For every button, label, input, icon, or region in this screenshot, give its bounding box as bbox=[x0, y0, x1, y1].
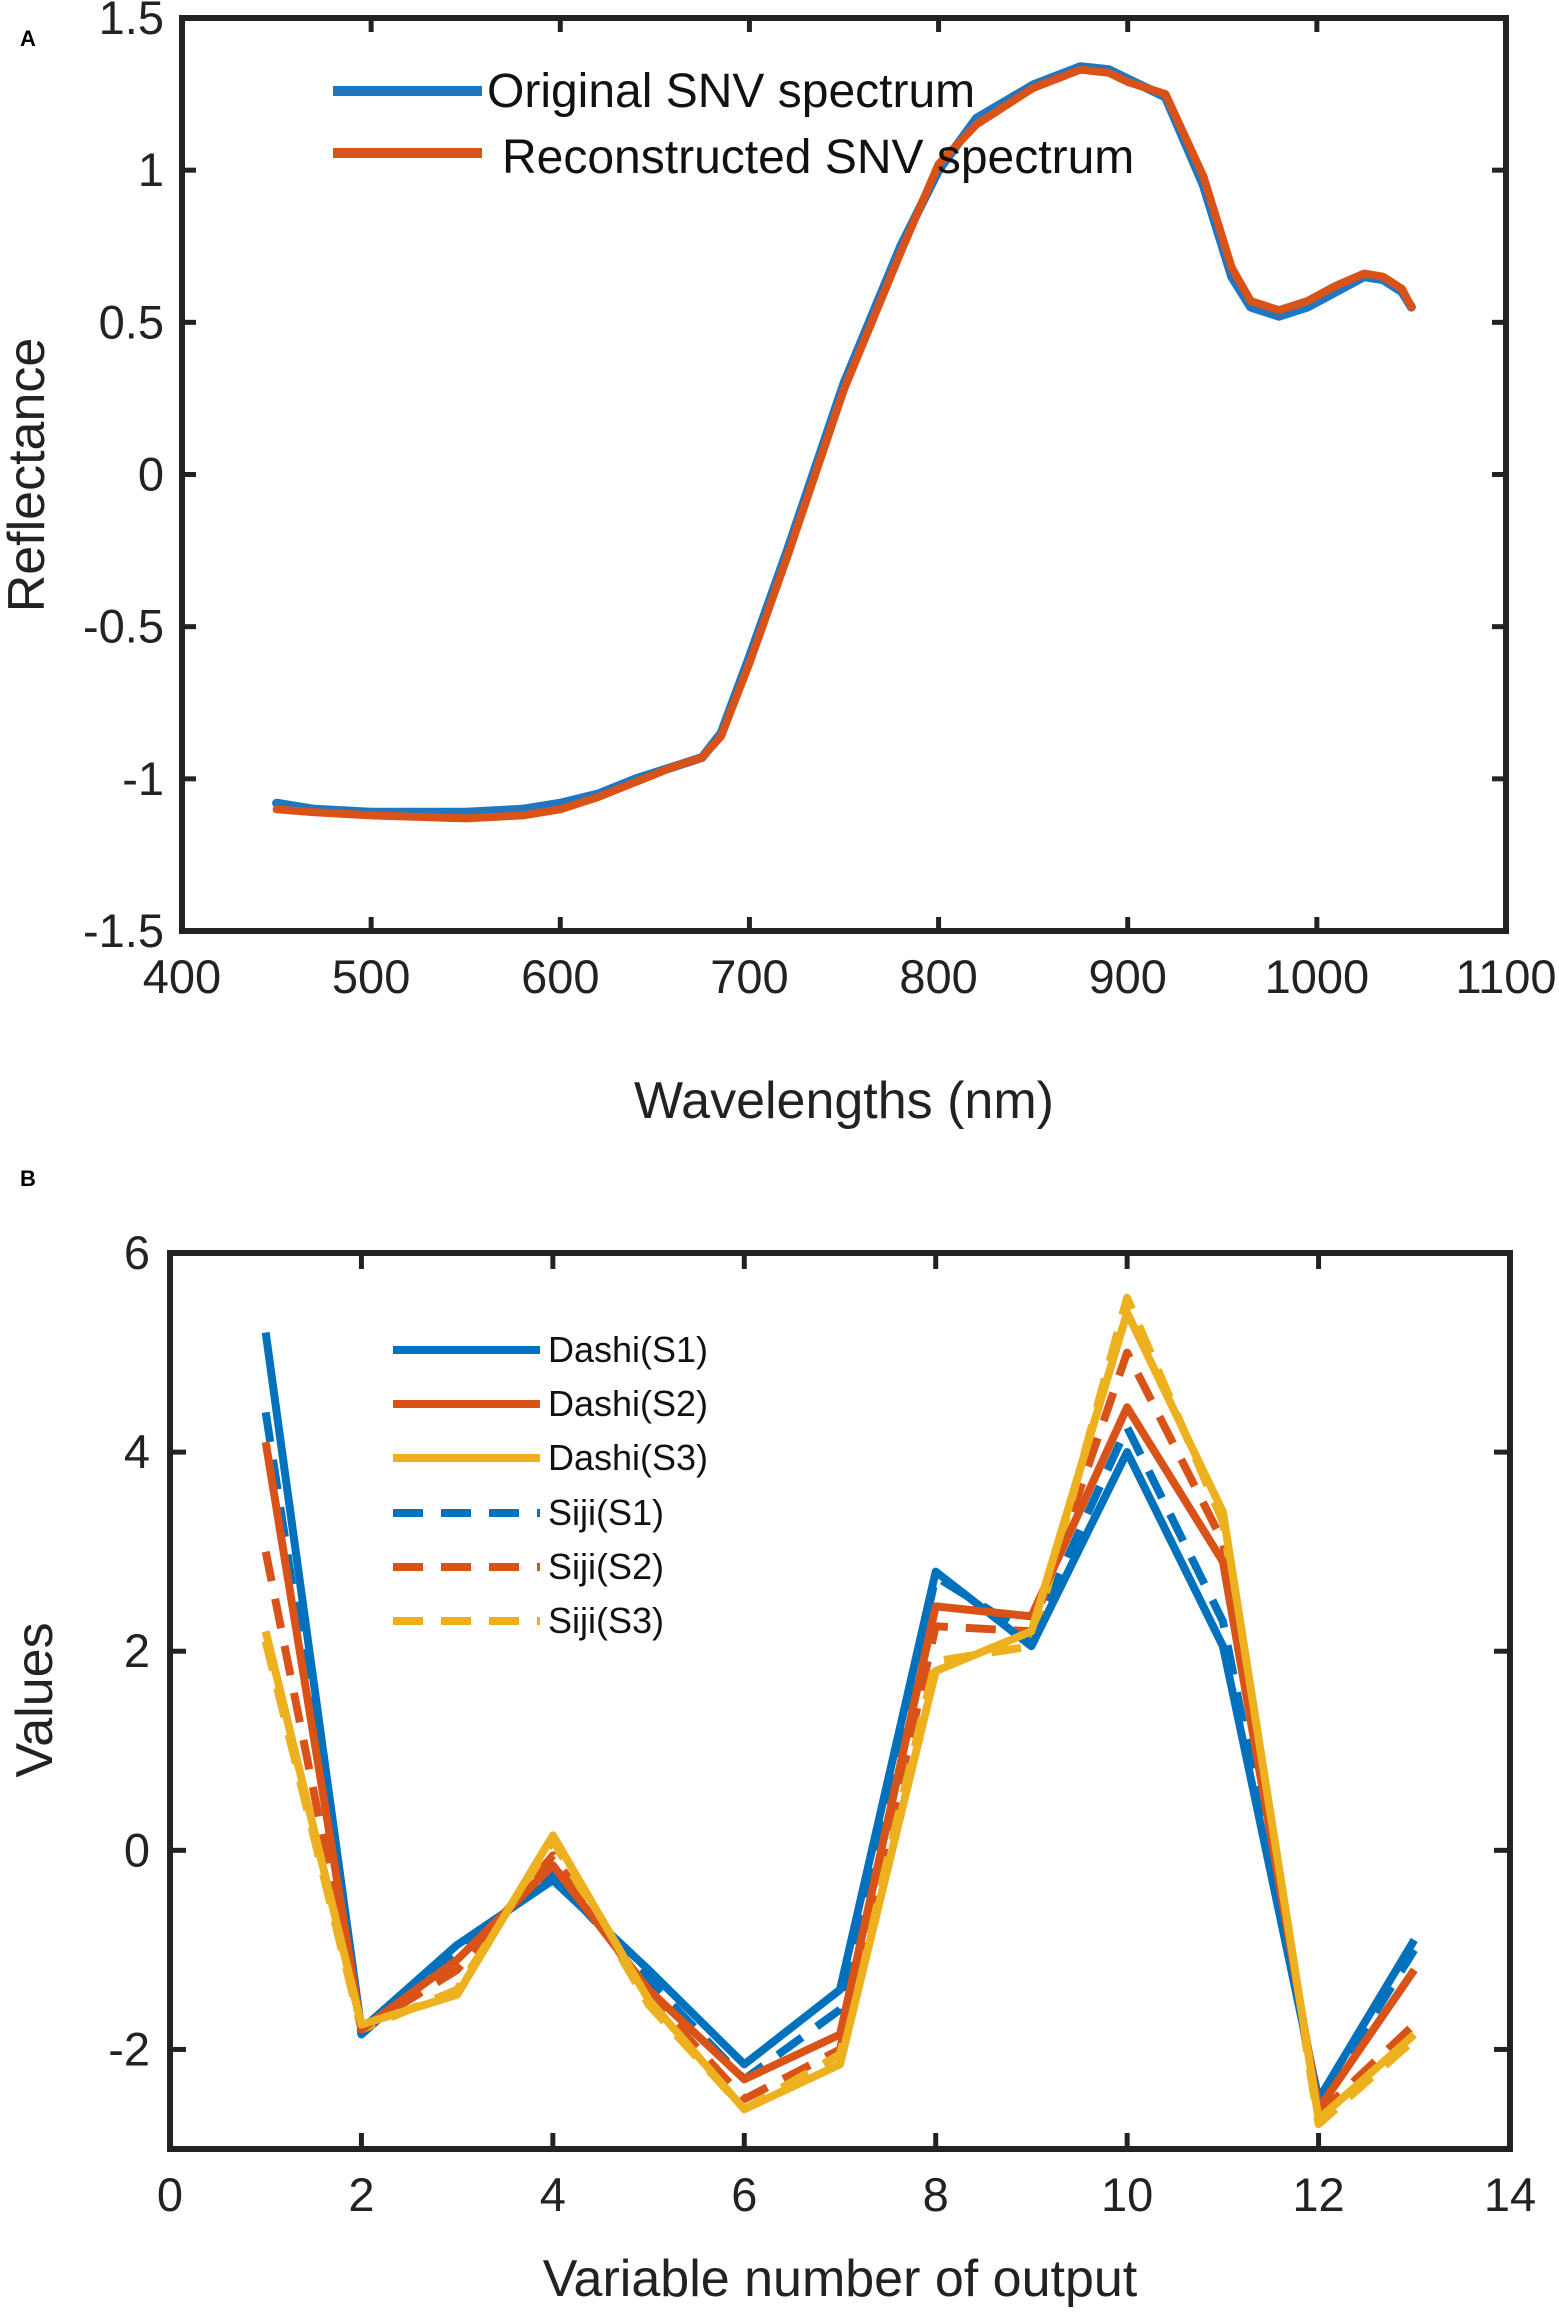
y-tick-label: 4 bbox=[124, 1425, 150, 1478]
x-tick-label: 1000 bbox=[1265, 950, 1370, 1003]
panel-a-ylabel: Reflectance bbox=[0, 338, 56, 613]
panel-b: B 0 2 4 6 8 10 12 14 6 4 2 0 -2 Variable number of o… bbox=[6, 1166, 1536, 2308]
y-tick-label: -0.5 bbox=[83, 600, 164, 653]
legend-label-dashi-s3: Dashi(S3) bbox=[548, 1437, 708, 1478]
panel-a-xlabel: Wavelengths (nm) bbox=[634, 1072, 1054, 1130]
y-tick-label: 6 bbox=[124, 1226, 150, 1279]
y-tick-label: 0 bbox=[138, 448, 164, 501]
x-tick-label: 6 bbox=[731, 2168, 757, 2221]
legend-label-dashi-s1: Dashi(S1) bbox=[548, 1329, 708, 1370]
panel-a-tick-labels: 400 500 600 700 800 900 1000 1100 1.5 1 0.5 0 -0.5 -1… bbox=[83, 0, 1557, 1003]
x-tick-label: 4 bbox=[540, 2168, 566, 2221]
y-tick-label: -2 bbox=[108, 2022, 150, 2075]
series-line-dashi-s2 bbox=[261, 1403, 1418, 2114]
panel-a-axes-frame bbox=[179, 15, 1509, 934]
y-tick-label: -1.5 bbox=[83, 904, 164, 957]
legend-label-dashi-s2: Dashi(S2) bbox=[548, 1383, 708, 1424]
x-tick-label: 700 bbox=[710, 950, 788, 1003]
panel-b-xlabel: Variable number of output bbox=[543, 2250, 1138, 2308]
y-tick-label: 0 bbox=[124, 1823, 150, 1876]
legend-label-siji-s2: Siji(S2) bbox=[548, 1546, 664, 1587]
panel-a-label: A bbox=[20, 26, 36, 51]
x-tick-label: 400 bbox=[143, 950, 221, 1003]
series-line-dashi-s1 bbox=[261, 1332, 1418, 2104]
y-tick-label: 2 bbox=[124, 1624, 150, 1677]
x-tick-label: 8 bbox=[923, 2168, 949, 2221]
series-line-siji-s1 bbox=[261, 1411, 1418, 2109]
panel-b-tick-labels: 0 2 4 6 8 10 12 14 6 4 2 0 -2 bbox=[108, 1226, 1536, 2221]
legend-label-reconstructed: Reconstructed SNV spectrum bbox=[502, 131, 1134, 184]
legend-label-siji-s1: Siji(S1) bbox=[548, 1492, 664, 1533]
y-tick-label: 0.5 bbox=[99, 295, 164, 348]
y-tick-label: 1 bbox=[138, 143, 164, 196]
x-tick-label: 10 bbox=[1101, 2168, 1153, 2221]
legend-label-siji-s3: Siji(S3) bbox=[548, 1600, 664, 1641]
panel-b-legend: Dashi(S1) Dashi(S2) Dashi(S3) Siji(S1) S… bbox=[393, 1329, 708, 1641]
x-tick-label: 600 bbox=[521, 950, 599, 1003]
y-tick-label: 1.5 bbox=[99, 0, 164, 44]
legend-label-original: Original SNV spectrum bbox=[487, 65, 975, 118]
x-tick-label: 12 bbox=[1292, 2168, 1344, 2221]
x-tick-label: 1100 bbox=[1455, 950, 1556, 1003]
x-tick-label: 900 bbox=[1089, 950, 1167, 1003]
panel-b-series bbox=[261, 1293, 1418, 2129]
panel-b-ticks bbox=[167, 1250, 1513, 2149]
series-line-dashi-s3 bbox=[261, 1308, 1417, 2124]
x-tick-label: 14 bbox=[1484, 2168, 1536, 2221]
panel-b-axes-frame bbox=[167, 1250, 1513, 2152]
panel-b-ylabel: Values bbox=[6, 1622, 64, 1777]
panel-b-label: B bbox=[20, 1166, 36, 1191]
x-tick-label: 800 bbox=[899, 950, 977, 1003]
x-tick-label: 0 bbox=[157, 2168, 183, 2221]
x-tick-label: 500 bbox=[332, 950, 410, 1003]
x-tick-label: 2 bbox=[348, 2168, 374, 2221]
y-tick-label: -1 bbox=[122, 752, 164, 805]
panel-a-legend: Original SNV spectrum Reconstructed SNV … bbox=[333, 65, 1134, 184]
panel-a: A 400 500 600 700 800 900 1000 1100 1.5 1 0.5 0 -0.5… bbox=[0, 0, 1557, 1130]
panel-a-series bbox=[272, 62, 1416, 823]
series-line-reconstructed bbox=[272, 65, 1416, 823]
